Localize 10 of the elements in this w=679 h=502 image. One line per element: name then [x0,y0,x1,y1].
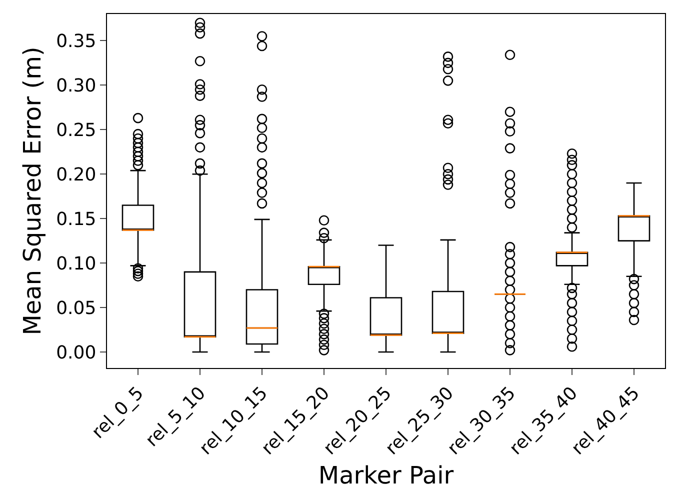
y-tick-label: 0.10 [56,253,96,274]
y-tick-label: 0.05 [56,298,96,319]
y-tick-label: 0.25 [56,120,96,141]
y-axis-title: Mean Squared Error (m) [18,46,46,336]
y-tick-label: 0.20 [56,164,96,186]
y-tick-label: 0.35 [56,30,96,52]
y-tick-label: 0.00 [56,342,96,364]
y-tick-label: 0.15 [56,208,96,230]
y-tick-label: 0.30 [56,75,96,96]
x-axis-title: Marker Pair [318,461,454,490]
